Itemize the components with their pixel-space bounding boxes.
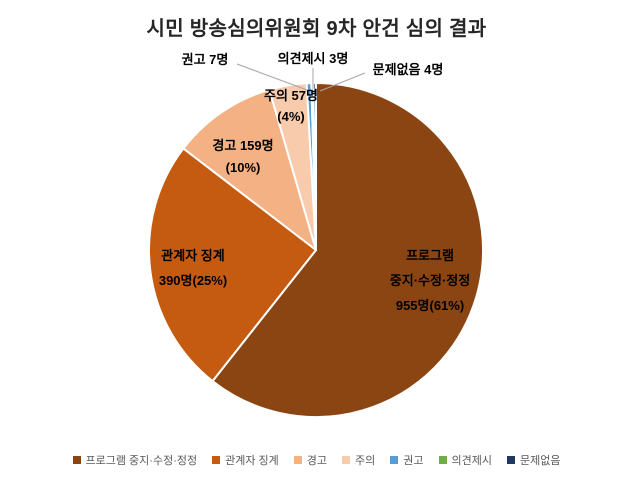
pie-slices	[148, 81, 484, 418]
legend-item-recommendation[interactable]: 권고	[390, 452, 424, 468]
label-line: 의견제시 3명	[277, 51, 349, 66]
label-warning: 경고 159명 (10%)	[212, 135, 273, 179]
pie-slice-staff-discipline[interactable]	[148, 147, 317, 383]
legend-item-opinion[interactable]: 의견제시	[438, 452, 492, 468]
legend-item-warning[interactable]: 경고	[293, 452, 328, 468]
legend-label: 프로그램 중지·수정·정정	[85, 455, 198, 467]
legend-swatch-opinion	[438, 456, 447, 464]
chart-title: 시민 방송심의위원회 9차 안건 심의 결과	[146, 18, 487, 40]
pie-slice-warning[interactable]	[182, 88, 317, 251]
leader-lines	[236, 63, 366, 92]
leader-line-no-problem	[319, 72, 366, 92]
legend-label: 의견제시	[451, 455, 492, 467]
label-opinion: 의견제시 3명	[278, 51, 349, 67]
legend: 프로그램 중지·수정·정정 관계자 징계 경고 주의 권고 의견제시 문제없음	[0, 452, 633, 468]
legend-swatch-no-problem	[507, 456, 515, 464]
legend-label: 권고	[403, 455, 424, 467]
label-line: 문제없음 4명	[372, 62, 444, 77]
label-recommendation: 권고 7명	[182, 52, 229, 68]
legend-swatch-caution	[342, 456, 351, 464]
label-caution: 주의 57명 (4%)	[264, 85, 318, 127]
label-staff-discipline: 관계자 징계 390명(25%)	[159, 243, 227, 293]
label-line: (4%)	[277, 109, 305, 124]
label-line: 프로그램	[406, 248, 454, 263]
legend-label: 문제없음	[520, 455, 561, 467]
legend-label: 경고	[306, 455, 328, 467]
legend-swatch-staff-discipline	[212, 456, 221, 464]
legend-swatch-warning	[293, 456, 302, 464]
label-line: 권고 7명	[181, 52, 229, 67]
pie-slice-program-stop-edit-correct[interactable]	[211, 82, 484, 418]
legend-label: 관계자 징계	[225, 455, 279, 467]
legend-label: 주의	[355, 455, 376, 467]
legend-item-no-problem[interactable]: 문제없음	[507, 452, 560, 468]
label-no-problem: 문제없음 4명	[373, 62, 444, 78]
legend-item-staff-discipline[interactable]: 관계자 징계	[212, 452, 279, 468]
label-line: (10%)	[225, 160, 261, 175]
legend-item-caution[interactable]: 주의	[342, 452, 375, 468]
label-program-stop-edit-correct: 프로그램 중지·수정·정정 955명(61%)	[390, 243, 470, 318]
label-line: 관계자 징계	[161, 248, 225, 263]
legend-swatch-recommendation	[390, 456, 399, 464]
label-line: 주의 57명	[264, 88, 318, 103]
label-line: 955명(61%)	[395, 298, 465, 313]
leader-line-recommendation	[236, 63, 308, 91]
legend-swatch-program-stop-edit-correct	[72, 456, 81, 464]
label-line: 경고 159명	[212, 138, 274, 153]
label-line: 중지·수정·정정	[389, 273, 471, 288]
legend-item-program-stop-edit-correct[interactable]: 프로그램 중지·수정·정정	[72, 452, 198, 468]
label-line: 390명(25%)	[158, 273, 228, 288]
